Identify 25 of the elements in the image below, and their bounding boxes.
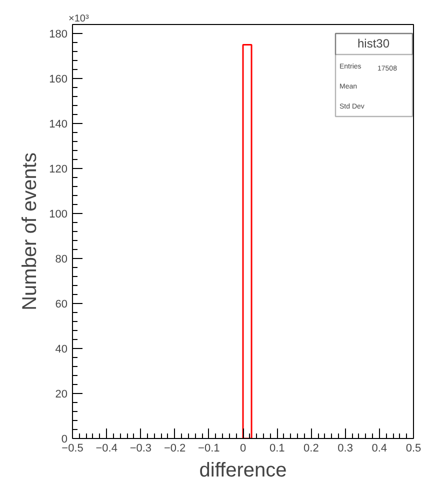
- x-tick-label: 0.1: [269, 442, 285, 454]
- x-tick-label: −0.2: [164, 442, 186, 454]
- annotation: ×10³: [68, 14, 90, 24]
- x-tick-label: 0.5: [406, 442, 422, 454]
- x-axis-title: difference: [199, 460, 287, 482]
- y-tick-label: 80: [55, 254, 68, 266]
- y-axis-title: Number of events: [19, 152, 42, 310]
- x-tick-label: −0.5: [62, 442, 84, 454]
- y-tick-label: 120: [49, 164, 68, 176]
- y-tick-label: 20: [55, 388, 68, 400]
- x-tick-label: 0.2: [304, 442, 319, 454]
- x-tick-label: 0: [240, 442, 246, 454]
- x-tick-label: −0.3: [130, 442, 152, 454]
- y-tick-label: 60: [55, 298, 68, 310]
- x-tick-label: 0.3: [338, 442, 353, 454]
- annotation: hist30: [357, 36, 390, 50]
- y-tick-label: 0: [61, 434, 68, 446]
- x-tick-label: −0.4: [96, 442, 118, 454]
- x-tick-label: 0.4: [372, 442, 388, 454]
- x-tick-label: −0.1: [198, 442, 220, 454]
- y-tick-label: 140: [49, 118, 68, 130]
- y-tick-label: 180: [49, 28, 68, 40]
- y-tick-label: 40: [55, 344, 68, 356]
- y-tick-label: 160: [49, 74, 68, 86]
- y-tick-label: 100: [49, 208, 68, 220]
